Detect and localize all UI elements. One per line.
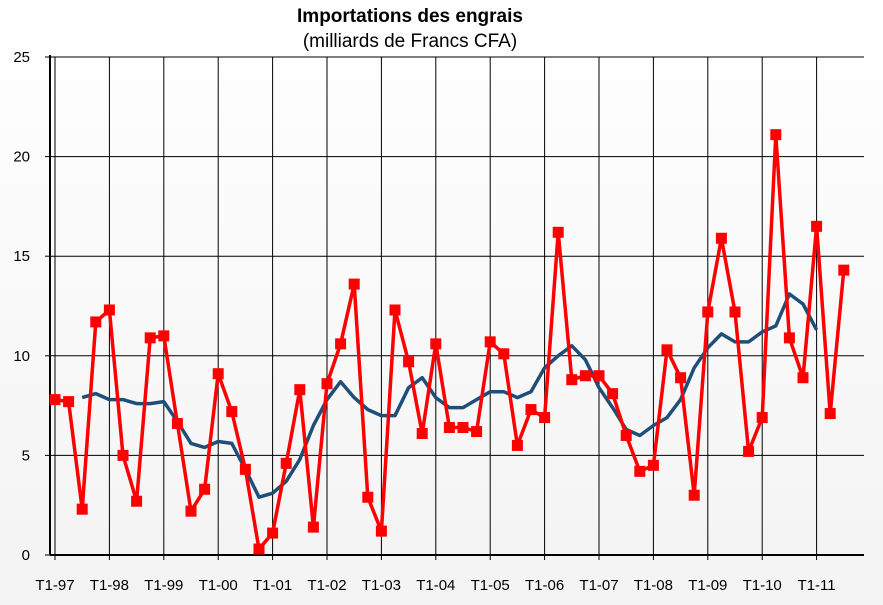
data-line: [54, 132, 846, 551]
data-point: [688, 489, 700, 501]
data-point: [797, 372, 809, 384]
data-point: [511, 439, 523, 451]
data-point: [144, 332, 156, 344]
x-tick-label: T1-99: [144, 577, 183, 594]
data-point: [226, 406, 238, 418]
data-point: [117, 449, 129, 461]
data-point: [253, 543, 265, 555]
data-point: [185, 505, 197, 517]
series-group: [49, 129, 850, 555]
data-point: [348, 278, 360, 290]
data-point: [443, 422, 455, 434]
data-point: [579, 370, 591, 382]
x-tick-label: T1-97: [35, 577, 74, 594]
data-point: [647, 459, 659, 471]
data-point: [199, 483, 211, 495]
data-point: [375, 525, 387, 537]
axes: [45, 55, 864, 560]
data-point: [756, 412, 768, 424]
data-point: [743, 445, 755, 457]
data-point: [49, 394, 61, 406]
x-tick-label: T1-02: [307, 577, 346, 594]
x-tick-label: T1-03: [362, 577, 401, 594]
data-point: [294, 384, 306, 396]
x-tick-label: T1-10: [743, 577, 782, 594]
y-tick-labels: 0 5 10 15 20 25: [13, 49, 30, 564]
x-tick-label: T1-01: [253, 577, 292, 594]
data-point: [63, 396, 75, 408]
data-point: [430, 338, 442, 350]
data-point: [471, 425, 483, 437]
trend-line: [81, 292, 819, 499]
data-point: [620, 429, 632, 441]
y-tick-label: 25: [13, 49, 30, 66]
data-point: [675, 372, 687, 384]
data-point: [634, 465, 646, 477]
data-point: [525, 404, 537, 416]
y-tick-label: 15: [13, 248, 30, 265]
x-tick-label: T1-05: [471, 577, 510, 594]
data-point: [362, 491, 374, 503]
x-tick-label: T1-00: [199, 577, 238, 594]
data-point: [783, 332, 795, 344]
x-tick-label: T1-11: [798, 577, 836, 594]
x-tick-label: T1-09: [688, 577, 727, 594]
x-tick-label: T1-07: [579, 577, 618, 594]
data-point: [661, 344, 673, 356]
data-point: [715, 232, 727, 244]
y-tick-label: 20: [13, 149, 30, 166]
data-point: [280, 457, 292, 469]
data-point: [566, 374, 578, 386]
data-point: [484, 336, 496, 348]
data-point: [416, 427, 428, 439]
y-tick-label: 0: [22, 547, 30, 564]
x-tick-label: T1-06: [525, 577, 564, 594]
data-point: [498, 348, 510, 360]
data-point: [239, 463, 251, 475]
x-tick-label: T1-08: [634, 577, 673, 594]
data-point: [811, 220, 823, 232]
y-tick-label: 10: [13, 348, 30, 365]
data-point: [307, 521, 319, 533]
data-point: [76, 503, 88, 515]
data-point: [457, 422, 469, 434]
y-tick-label: 5: [22, 447, 30, 464]
x-tick-label: T1-98: [90, 577, 129, 594]
chart-subtitle: (milliards de Francs CFA): [302, 31, 518, 52]
data-point: [539, 412, 551, 424]
chart-title: Importations des engrais: [297, 6, 523, 27]
data-point: [267, 527, 279, 539]
data-point: [838, 264, 850, 276]
data-point: [403, 356, 415, 368]
x-tick-label: T1-04: [416, 577, 455, 594]
data-point: [321, 378, 333, 390]
data-point: [824, 408, 836, 420]
data-point: [103, 304, 115, 316]
data-point: [131, 495, 143, 507]
data-point: [593, 370, 605, 382]
data-point: [335, 338, 347, 350]
data-point: [770, 129, 782, 141]
data-point: [702, 306, 714, 318]
data-point: [607, 388, 619, 400]
data-point: [212, 368, 224, 380]
data-point: [158, 330, 170, 342]
grid-lines: [50, 56, 864, 556]
data-point: [171, 418, 183, 430]
data-point: [729, 306, 741, 318]
x-tick-labels: T1-97 T1-98 T1-99 T1-00 T1-01 T1-02 T1-03 T1-04…: [35, 577, 835, 594]
data-point: [389, 304, 401, 316]
data-point: [90, 316, 102, 328]
data-point: [552, 226, 564, 238]
